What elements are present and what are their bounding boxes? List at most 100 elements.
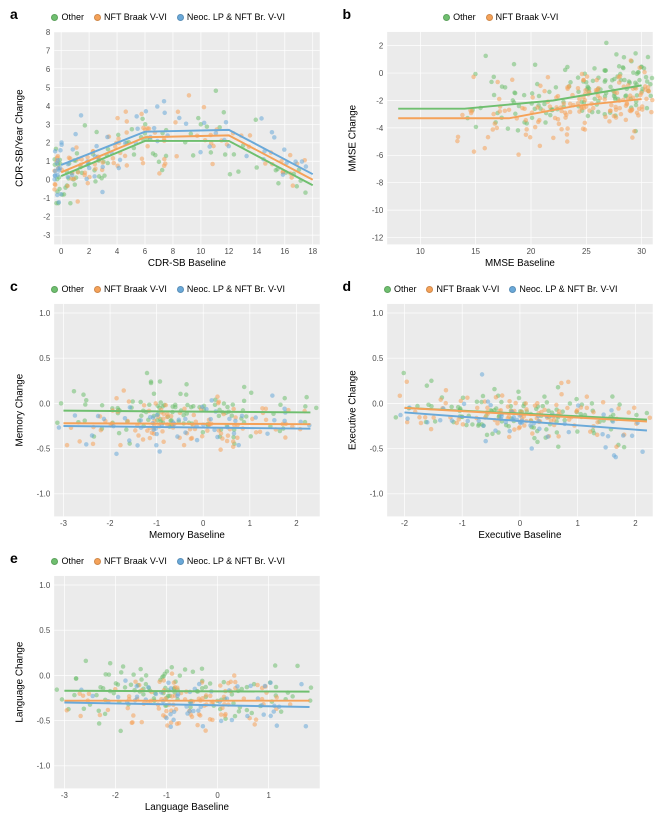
panel-a: aOtherNFT Braak V-VINeoc. LP & NFT Br. V… <box>8 8 329 268</box>
legend-dot-icon <box>51 286 58 293</box>
legend-label: Neoc. LP & NFT Br. V-VI <box>519 284 617 294</box>
svg-text:0: 0 <box>517 519 522 528</box>
svg-text:2: 2 <box>46 139 50 148</box>
legend-item-neoc: Neoc. LP & NFT Br. V-VI <box>177 554 285 568</box>
legend: Other NFT Braak V-VI <box>341 8 662 28</box>
legend-label: Other <box>453 12 476 22</box>
svg-text:2: 2 <box>378 42 382 51</box>
svg-text:1: 1 <box>266 791 270 800</box>
legend-item-other: Other <box>443 10 476 24</box>
legend: Other NFT Braak V-VI Neoc. LP & NFT Br. V-… <box>8 552 329 572</box>
svg-text:Executive Baseline: Executive Baseline <box>478 530 562 540</box>
svg-text:8: 8 <box>46 28 51 37</box>
svg-text:-1: -1 <box>458 519 465 528</box>
svg-text:MMSE Change: MMSE Change <box>347 104 358 171</box>
svg-text:-3: -3 <box>43 231 51 240</box>
svg-text:7: 7 <box>46 46 50 55</box>
svg-text:5: 5 <box>46 83 51 92</box>
svg-text:-2: -2 <box>43 213 50 222</box>
svg-text:0.0: 0.0 <box>372 399 384 408</box>
svg-text:2: 2 <box>294 519 298 528</box>
svg-text:1: 1 <box>248 519 252 528</box>
legend-label: Neoc. LP & NFT Br. V-VI <box>187 12 285 22</box>
svg-text:0.5: 0.5 <box>39 354 51 363</box>
chart-svg: 1015202530-12-10-8-6-4-202MMSE BaselineM… <box>341 28 662 268</box>
svg-text:Memory Change: Memory Change <box>15 373 26 446</box>
legend-dot-icon <box>51 558 58 565</box>
svg-text:3: 3 <box>46 120 51 129</box>
legend-dot-icon <box>443 14 450 21</box>
legend-dot-icon <box>509 286 516 293</box>
svg-text:0: 0 <box>215 791 220 800</box>
legend-label: Other <box>61 556 84 566</box>
legend-item-nft: NFT Braak V-VI <box>94 554 167 568</box>
svg-text:0: 0 <box>378 69 383 78</box>
svg-text:-1.0: -1.0 <box>37 490 51 499</box>
svg-text:CDR-SB Baseline: CDR-SB Baseline <box>148 258 227 268</box>
svg-text:-0.5: -0.5 <box>37 717 51 726</box>
svg-text:4: 4 <box>115 247 120 256</box>
svg-text:8: 8 <box>171 247 176 256</box>
legend-item-nft: NFT Braak V-VI <box>426 282 499 296</box>
legend-dot-icon <box>384 286 391 293</box>
panel-empty <box>341 552 662 812</box>
svg-text:1.0: 1.0 <box>39 581 51 590</box>
legend-label: NFT Braak V-VI <box>104 12 167 22</box>
svg-text:-2: -2 <box>400 519 407 528</box>
legend-item-neoc: Neoc. LP & NFT Br. V-VI <box>509 282 617 296</box>
svg-text:0: 0 <box>201 519 206 528</box>
svg-text:1: 1 <box>46 157 50 166</box>
svg-text:-3: -3 <box>60 519 68 528</box>
legend-dot-icon <box>426 286 433 293</box>
chart-svg: -2-1012-1.0-0.50.00.51.0Executive Baseli… <box>341 300 662 540</box>
svg-text:-2: -2 <box>112 791 119 800</box>
svg-text:CDR-SB/Year Change: CDR-SB/Year Change <box>15 89 26 187</box>
legend-dot-icon <box>51 14 58 21</box>
panel-b: bOtherNFT Braak V-VI1015202530-12-10-8-6… <box>341 8 662 268</box>
svg-text:-10: -10 <box>371 206 383 215</box>
svg-text:-1.0: -1.0 <box>37 762 51 771</box>
svg-text:25: 25 <box>581 247 590 256</box>
svg-text:-1.0: -1.0 <box>369 490 383 499</box>
legend-label: NFT Braak V-VI <box>436 284 499 294</box>
svg-text:30: 30 <box>637 247 646 256</box>
svg-text:15: 15 <box>471 247 480 256</box>
svg-text:1: 1 <box>575 519 579 528</box>
svg-text:1.0: 1.0 <box>39 309 51 318</box>
svg-text:10: 10 <box>415 247 424 256</box>
legend-dot-icon <box>486 14 493 21</box>
legend-label: Other <box>61 284 84 294</box>
legend-item-nft: NFT Braak V-VI <box>486 10 559 24</box>
svg-text:2: 2 <box>633 519 637 528</box>
svg-text:2: 2 <box>87 247 91 256</box>
legend-dot-icon <box>94 286 101 293</box>
svg-text:-12: -12 <box>371 233 382 242</box>
legend-item-nft: NFT Braak V-VI <box>94 282 167 296</box>
legend-label: Neoc. LP & NFT Br. V-VI <box>187 556 285 566</box>
svg-text:12: 12 <box>224 247 233 256</box>
legend-label: Other <box>394 284 417 294</box>
svg-text:1.0: 1.0 <box>372 309 384 318</box>
svg-text:18: 18 <box>308 247 317 256</box>
svg-text:0.5: 0.5 <box>39 626 51 635</box>
legend-item-neoc: Neoc. LP & NFT Br. V-VI <box>177 10 285 24</box>
legend-label: Neoc. LP & NFT Br. V-VI <box>187 284 285 294</box>
chart-svg: -3-2-1012-1.0-0.50.00.51.0Memory Baselin… <box>8 300 329 540</box>
legend-item-other: Other <box>51 282 84 296</box>
svg-text:0.0: 0.0 <box>39 399 51 408</box>
chart-svg: -3-2-101-1.0-0.50.00.51.0Language Baseli… <box>8 572 329 812</box>
svg-text:10: 10 <box>197 247 206 256</box>
legend-label: NFT Braak V-VI <box>104 284 167 294</box>
svg-text:6: 6 <box>143 247 148 256</box>
legend-item-nft: NFT Braak V-VI <box>94 10 167 24</box>
legend-item-other: Other <box>51 10 84 24</box>
svg-text:-1: -1 <box>43 194 50 203</box>
legend: Other NFT Braak V-VI Neoc. LP & NFT Br. V-… <box>341 280 662 300</box>
svg-text:Language Change: Language Change <box>15 641 26 722</box>
svg-text:0: 0 <box>59 247 64 256</box>
svg-text:4: 4 <box>46 102 51 111</box>
svg-text:20: 20 <box>526 247 535 256</box>
chart-svg: 024681012141618-3-2-1012345678CDR-SB Bas… <box>8 28 329 268</box>
legend-item-other: Other <box>384 282 417 296</box>
legend-label: NFT Braak V-VI <box>104 556 167 566</box>
